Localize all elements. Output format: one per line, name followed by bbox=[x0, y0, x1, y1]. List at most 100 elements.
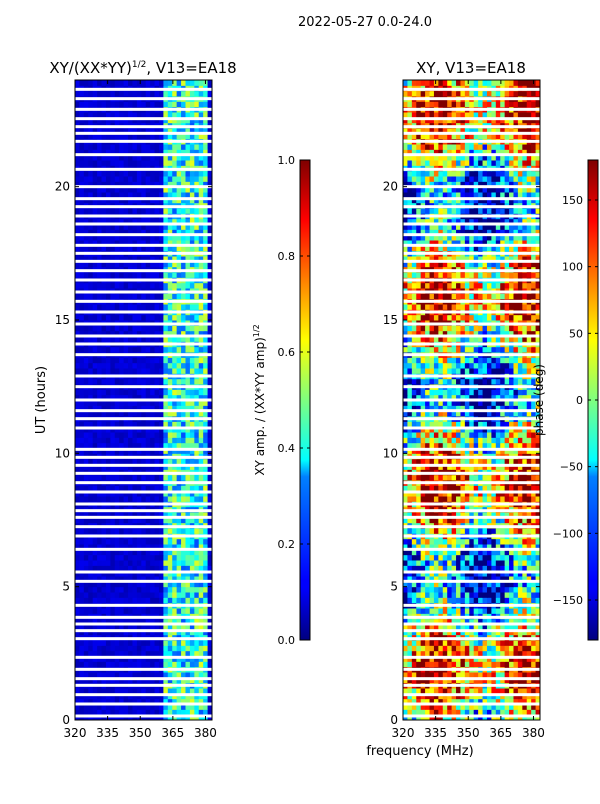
heatmap-cell bbox=[203, 437, 209, 444]
heatmap-cell bbox=[411, 544, 417, 550]
heatmap-cell bbox=[416, 608, 422, 614]
heatmap-cell bbox=[207, 512, 212, 518]
heatmap-cell bbox=[141, 581, 147, 588]
heatmap-cell bbox=[407, 538, 413, 545]
heatmap-cell bbox=[438, 528, 444, 534]
heatmap-cell bbox=[88, 362, 94, 369]
heatmap-cell bbox=[158, 400, 164, 406]
heatmap-cell bbox=[114, 544, 120, 550]
heatmap-cell bbox=[420, 544, 426, 550]
heatmap-cell bbox=[456, 693, 461, 700]
heatmap-cell bbox=[150, 405, 156, 412]
heatmap-cell bbox=[198, 160, 204, 166]
heatmap-cell bbox=[145, 192, 151, 198]
heatmap-cell bbox=[478, 544, 484, 550]
heatmap-cell bbox=[447, 565, 453, 572]
heatmap-cell bbox=[128, 544, 133, 550]
heatmap-cell bbox=[181, 357, 186, 364]
heatmap-cell bbox=[189, 389, 195, 396]
heatmap-cell bbox=[119, 293, 125, 300]
heatmap-cell bbox=[110, 325, 116, 332]
heatmap-cell bbox=[420, 528, 426, 534]
heatmap-cell bbox=[522, 528, 528, 534]
heatmap-cell bbox=[163, 549, 169, 556]
flagged-row bbox=[75, 702, 212, 706]
heatmap-cell bbox=[119, 336, 125, 342]
heatmap-cell bbox=[407, 608, 413, 614]
heatmap-cell bbox=[513, 624, 519, 630]
heatmap-cell bbox=[150, 240, 156, 246]
heatmap-cell bbox=[535, 517, 540, 524]
heatmap-cell bbox=[154, 464, 160, 470]
heatmap-cell bbox=[172, 304, 178, 310]
heatmap-cell bbox=[185, 405, 191, 412]
heatmap-cell bbox=[101, 629, 107, 636]
heatmap-cell bbox=[97, 325, 103, 332]
heatmap-cell bbox=[189, 314, 195, 321]
heatmap-cell bbox=[207, 437, 212, 444]
heatmap-cell bbox=[473, 656, 479, 662]
heatmap-cell bbox=[79, 704, 85, 710]
heatmap-cell bbox=[128, 672, 133, 678]
heatmap-cell bbox=[75, 442, 80, 449]
heatmap-cell bbox=[110, 709, 116, 716]
heatmap-cell bbox=[128, 421, 133, 428]
heatmap-cell bbox=[75, 554, 80, 561]
heatmap-cell bbox=[425, 698, 431, 705]
heatmap-cell bbox=[172, 272, 178, 278]
heatmap-cell bbox=[460, 629, 466, 636]
heatmap-cell bbox=[442, 698, 448, 705]
heatmap-cell bbox=[150, 101, 156, 108]
heatmap-cell bbox=[110, 608, 116, 614]
heatmap-cell bbox=[132, 218, 138, 225]
heatmap-cell bbox=[176, 565, 182, 572]
heatmap-cell bbox=[97, 592, 103, 598]
heatmap-cell bbox=[185, 517, 191, 524]
heatmap-cell bbox=[114, 661, 120, 668]
heatmap-cell bbox=[136, 90, 142, 97]
heatmap-cell bbox=[101, 261, 107, 268]
heatmap-cell bbox=[495, 581, 501, 588]
heatmap-cell bbox=[207, 576, 212, 582]
heatmap-cell bbox=[75, 346, 80, 353]
heatmap-cell bbox=[482, 618, 488, 625]
heatmap-cell bbox=[198, 197, 204, 204]
heatmap-cell bbox=[203, 405, 209, 412]
heatmap-cell bbox=[167, 693, 173, 700]
heatmap-cell bbox=[119, 432, 125, 438]
heatmap-cell bbox=[504, 517, 510, 524]
heatmap-cell bbox=[185, 645, 191, 652]
heatmap-cell bbox=[132, 656, 138, 662]
heatmap-cell bbox=[101, 400, 107, 406]
heatmap-cell bbox=[185, 192, 191, 198]
heatmap-cell bbox=[105, 336, 111, 342]
heatmap-cell bbox=[105, 437, 111, 444]
heatmap-cell bbox=[172, 389, 178, 396]
heatmap-cell bbox=[189, 282, 195, 289]
heatmap-cell bbox=[203, 112, 209, 118]
heatmap-cell bbox=[207, 400, 212, 406]
heatmap-cell bbox=[79, 592, 85, 598]
heatmap-cell bbox=[141, 672, 147, 678]
heatmap-cell bbox=[185, 528, 191, 534]
heatmap-cell bbox=[509, 709, 514, 716]
heatmap-cell bbox=[145, 405, 151, 412]
heatmap-cell bbox=[136, 144, 142, 150]
heatmap-cell bbox=[97, 698, 103, 705]
heatmap-cell bbox=[478, 629, 484, 636]
heatmap-cell bbox=[482, 698, 488, 705]
heatmap-cell bbox=[167, 229, 173, 236]
flagged-row bbox=[75, 251, 212, 255]
heatmap-cell bbox=[491, 597, 497, 604]
heatmap-cell bbox=[185, 304, 191, 310]
heatmap-cell bbox=[189, 704, 195, 710]
heatmap-cell bbox=[464, 693, 470, 700]
heatmap-cell bbox=[83, 570, 89, 577]
heatmap-cell bbox=[207, 378, 212, 385]
heatmap-cell bbox=[438, 629, 444, 636]
heatmap-cell bbox=[145, 474, 151, 481]
heatmap-cell bbox=[181, 261, 186, 268]
heatmap-cell bbox=[101, 117, 107, 124]
heatmap-cell bbox=[163, 362, 169, 369]
heatmap-cell bbox=[101, 336, 107, 342]
